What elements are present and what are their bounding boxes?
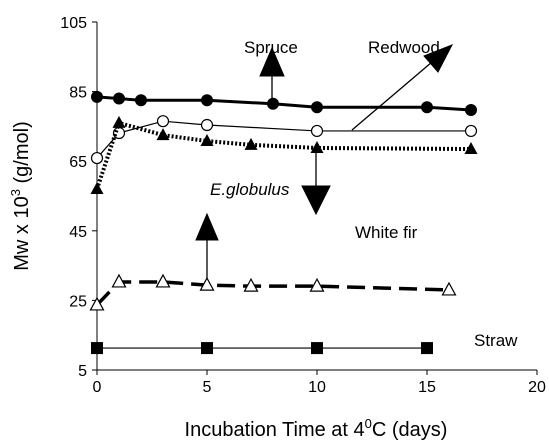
marker <box>201 94 213 107</box>
marker <box>244 137 258 150</box>
marker <box>200 118 214 132</box>
marker <box>421 101 433 114</box>
annotation-arrows <box>195 44 454 283</box>
marker <box>310 124 324 138</box>
marker <box>309 277 325 292</box>
marker <box>113 92 125 105</box>
marker <box>199 276 215 291</box>
x-title-main: Incubation Time at 4 <box>185 419 365 441</box>
marker <box>464 142 478 155</box>
y-tick-label: 85 <box>69 85 87 102</box>
marker <box>90 151 104 165</box>
marker <box>421 342 433 355</box>
y-tick-label: 5 <box>78 363 87 380</box>
x-tick-label: 5 <box>203 379 212 396</box>
marker <box>267 97 279 110</box>
marker <box>201 342 213 355</box>
x-title-sup: 0 <box>365 416 372 431</box>
marker <box>311 101 323 114</box>
y-tick-label: 105 <box>60 15 87 32</box>
marker <box>90 182 104 195</box>
marker <box>112 126 126 140</box>
marker <box>200 134 214 147</box>
y-axis-title: Mw x 103 (g/mol) <box>8 121 33 271</box>
marker <box>112 115 126 128</box>
marker <box>135 94 147 107</box>
series-line <box>95 280 450 307</box>
annotation: Straw <box>474 331 518 350</box>
marker <box>155 273 171 288</box>
marker <box>89 296 105 311</box>
y-tick-label: 65 <box>69 154 87 171</box>
marker <box>111 273 127 288</box>
series-line <box>96 120 471 159</box>
marker <box>464 124 478 138</box>
marker <box>465 104 477 117</box>
y-tick-label: 25 <box>69 293 87 310</box>
series-line <box>96 95 472 112</box>
marker <box>243 277 259 292</box>
y-tick-label: 45 <box>69 224 87 241</box>
x-tick-label: 20 <box>528 379 546 396</box>
marker <box>91 342 103 355</box>
annotation: Spruce <box>244 38 298 57</box>
y-title-main: Mw x 10 <box>11 196 33 270</box>
annotation: E.globulus <box>210 180 290 199</box>
marker <box>156 115 170 128</box>
marker <box>91 90 103 103</box>
marker <box>311 342 323 355</box>
x-title-end: C (days) <box>372 419 448 441</box>
marker <box>441 281 457 296</box>
annotation: Redwood <box>368 38 440 57</box>
annotation: White fir <box>355 223 418 242</box>
marker <box>156 128 170 141</box>
x-axis-title: Incubation Time at 40C (days) <box>185 416 448 441</box>
marker <box>310 140 324 153</box>
x-tick-label: 10 <box>308 379 326 396</box>
x-tick-label: 0 <box>93 379 102 396</box>
y-title-end: (g/mol) <box>11 121 33 189</box>
y-title-sup: 3 <box>8 189 23 196</box>
x-tick-label: 15 <box>418 379 436 396</box>
